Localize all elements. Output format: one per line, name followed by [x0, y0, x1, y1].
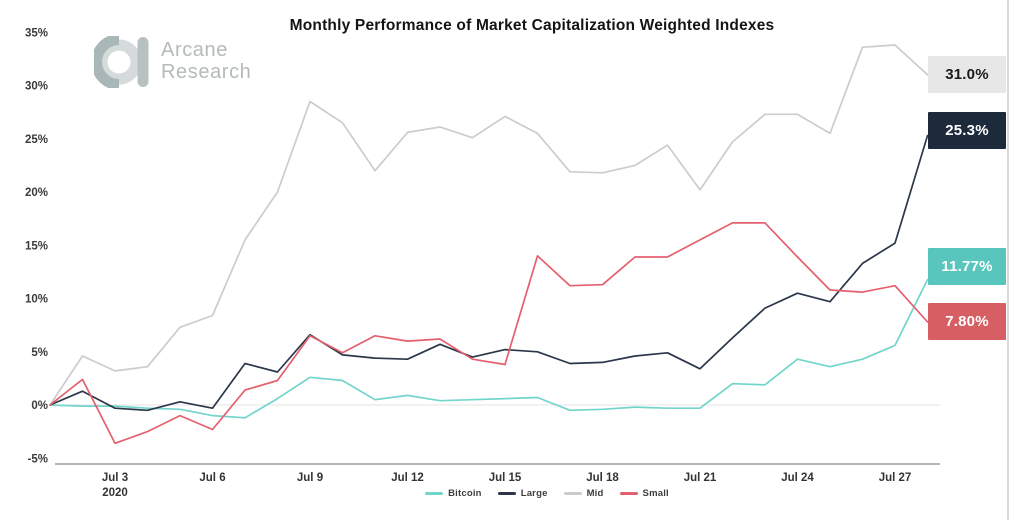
series-line-mid	[49, 44, 929, 406]
y-tick-label: 35%	[25, 27, 48, 39]
legend-label-bitcoin: Bitcoin	[448, 488, 482, 499]
end-value-badge-small: 7.80%	[928, 303, 1006, 341]
legend-item-small: Small	[619, 488, 669, 499]
y-tick-label: 20%	[25, 187, 48, 199]
brand-name-line2: Research	[161, 61, 252, 83]
x-tick-label: Jul 6	[199, 472, 225, 484]
x-tick-label: Jul 21	[684, 472, 717, 484]
series-line-small	[49, 222, 929, 445]
y-tick-label: 25%	[25, 134, 48, 146]
legend-swatch-mid	[563, 492, 582, 495]
end-value-badge-bitcoin: 11.77%	[928, 248, 1006, 286]
y-tick-label: 10%	[25, 294, 48, 306]
legend-label-large: Large	[520, 488, 548, 499]
brand-name: Arcane Research	[161, 39, 251, 83]
legend-swatch-small	[619, 492, 638, 495]
chart-title: Monthly Performance of Market Capitaliza…	[289, 17, 775, 34]
y-tick-label: -5%	[28, 453, 48, 465]
legend-label-mid: Mid	[586, 488, 604, 499]
legend-item-mid: Mid	[563, 488, 604, 499]
legend-label-small: Small	[642, 488, 669, 499]
series-line-large	[49, 134, 929, 412]
x-tick-label: Jul 15	[489, 472, 522, 484]
end-value-badge-large: 25.3%	[928, 112, 1006, 150]
legend-item-bitcoin: Bitcoin	[425, 488, 482, 499]
x-axis-year-label: 2020	[102, 487, 128, 499]
chart-legend: Bitcoin Large Mid Small	[0, 488, 1024, 499]
x-tick-label: Jul 9	[297, 472, 323, 484]
page-edge-divider	[1007, 0, 1009, 520]
brand-name-line1: Arcane	[161, 39, 228, 61]
x-tick-label: Jul 3	[102, 472, 128, 484]
x-tick-label: Jul 18	[586, 472, 619, 484]
legend-swatch-large	[497, 492, 516, 495]
x-tick-label: Jul 24	[781, 472, 814, 484]
legend-item-large: Large	[497, 488, 548, 499]
y-tick-label: 30%	[25, 81, 48, 93]
y-tick-label: 5%	[31, 347, 48, 359]
y-tick-label: 0%	[31, 400, 48, 412]
end-value-badge-mid: 31.0%	[928, 56, 1006, 94]
y-tick-label: 15%	[25, 240, 48, 252]
legend-swatch-bitcoin	[425, 492, 444, 495]
series-line-bitcoin	[49, 278, 929, 419]
x-tick-label: Jul 27	[879, 472, 912, 484]
x-tick-label: Jul 12	[391, 472, 424, 484]
arcane-logo-icon	[91, 34, 150, 90]
arcane-a-glyph	[91, 34, 149, 90]
